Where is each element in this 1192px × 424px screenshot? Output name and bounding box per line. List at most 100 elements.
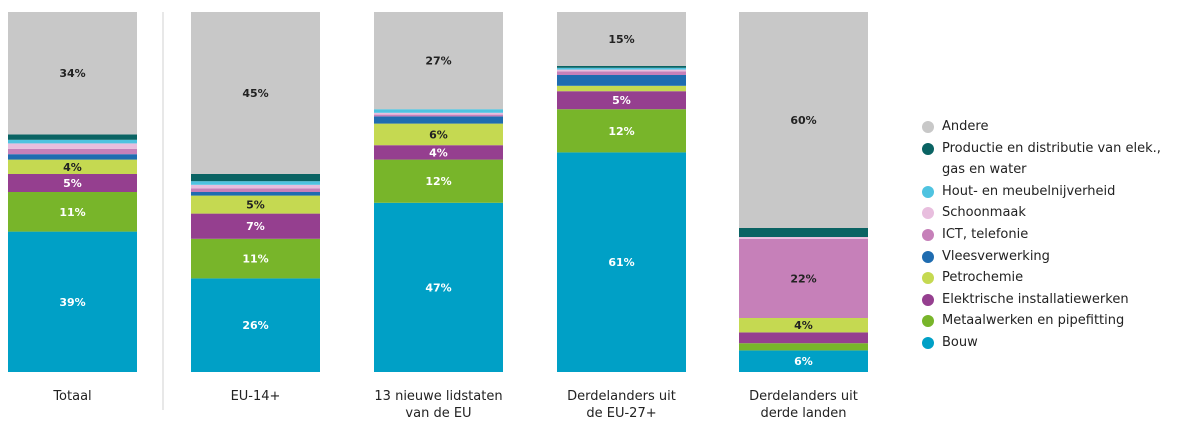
bar-segment <box>191 278 320 372</box>
bar-segment <box>374 123 503 146</box>
legend-marker <box>922 185 934 198</box>
bar-segment <box>8 143 137 149</box>
legend-marker <box>922 121 934 133</box>
legend-item: Petrochemie <box>920 267 1192 289</box>
bar-segment <box>191 174 320 182</box>
x-tick-label: EU-14+ <box>230 389 281 404</box>
bar-segment <box>557 12 686 66</box>
data-label: 22% <box>790 272 816 285</box>
legend-marker <box>922 250 934 263</box>
bar-segment <box>557 69 686 72</box>
data-label: 5% <box>612 94 631 107</box>
data-label: 27% <box>425 55 451 68</box>
legend-item: Andere <box>920 116 1192 138</box>
bar-segment <box>557 91 686 110</box>
data-label: 47% <box>425 281 451 294</box>
legend-marker <box>922 336 934 349</box>
legend-label: Metaalwerken en pipefitting <box>942 313 1125 329</box>
data-label: 5% <box>246 199 265 212</box>
data-label: 11% <box>59 206 85 219</box>
data-label: 4% <box>794 319 813 332</box>
bar-segment <box>8 174 137 192</box>
data-label: 12% <box>608 125 634 138</box>
data-label: 4% <box>63 161 82 174</box>
data-label: 6% <box>429 128 448 141</box>
bar-segment <box>557 109 686 153</box>
bar-segment <box>374 109 503 113</box>
x-tick-label: 13 nieuwe lidstaten van de EU <box>374 389 503 421</box>
x-tick-label: Derdelanders uit derde landen <box>749 389 858 421</box>
legend-item: Metaalwerken en pipefitting <box>920 310 1192 332</box>
legend-marker <box>922 293 934 306</box>
data-label: 39% <box>59 296 85 309</box>
legend-item: Vleesverwerking <box>920 246 1192 268</box>
bar-segment <box>557 67 686 70</box>
bar-segment <box>191 213 320 239</box>
bar-segment <box>739 318 868 333</box>
data-label: 15% <box>608 33 634 46</box>
legend-marker <box>922 207 934 220</box>
legend-label: Bouw <box>942 334 978 350</box>
legend-item: ICT, telefonie <box>920 224 1192 246</box>
bar-segment <box>8 154 137 160</box>
data-label: 4% <box>429 146 448 159</box>
data-label: 34% <box>59 67 85 80</box>
data-label: 26% <box>242 319 268 332</box>
bar-segment <box>191 195 320 214</box>
legend: Andere Productie en distributie van elek.… <box>920 116 1192 354</box>
bar-segment <box>8 134 137 140</box>
bar-segment <box>374 202 503 372</box>
legend-label: Elektrische installatiewerken <box>942 291 1129 307</box>
bar-segment <box>557 66 686 68</box>
data-label: 12% <box>425 175 451 188</box>
bar-segment <box>8 139 137 144</box>
data-label: 45% <box>242 87 268 100</box>
bar-segment <box>374 116 503 124</box>
legend-marker <box>922 228 934 241</box>
bar-segment <box>8 159 137 174</box>
bar-segment <box>191 238 320 279</box>
bar-segment <box>739 332 868 344</box>
bar-segment <box>557 75 686 86</box>
bar-segment <box>191 181 320 185</box>
bar-segment <box>739 12 868 228</box>
bar-segment <box>191 184 320 189</box>
bar-segment <box>739 343 868 351</box>
bar-segment <box>739 237 868 239</box>
bar-segment <box>739 238 868 318</box>
data-label: 11% <box>242 253 268 266</box>
bar-segment <box>374 159 503 203</box>
legend-label: Andere <box>942 119 989 134</box>
legend-item: Schoonmaak <box>920 202 1192 224</box>
bar-segment <box>191 12 320 174</box>
data-label: 61% <box>608 256 634 269</box>
bar-segment <box>739 228 868 237</box>
legend-marker <box>922 315 934 328</box>
bar-segment <box>8 231 137 372</box>
bar-segment <box>557 152 686 372</box>
bar-segment <box>191 188 320 192</box>
bar-segment <box>374 114 503 117</box>
bar-segment <box>374 145 503 160</box>
data-label: 6% <box>794 355 813 368</box>
legend-item: Elektrische installatiewerken <box>920 289 1192 311</box>
legend-item: Bouw <box>920 332 1192 354</box>
legend-marker <box>922 142 934 155</box>
data-label: 5% <box>63 177 82 190</box>
legend-marker <box>922 272 934 285</box>
legend-label: Petrochemie <box>942 270 1024 286</box>
bar-segment <box>557 85 686 92</box>
legend-label: ICT, telefonie <box>942 226 1029 242</box>
bar-segment <box>557 71 686 75</box>
bar-segment <box>191 192 320 196</box>
bar-segment <box>374 112 503 115</box>
bar-segment <box>8 148 137 155</box>
legend-label: Hout- en meubelnijverheid <box>942 183 1116 199</box>
legend-item: Productie en distributie van elek., gas … <box>920 138 1192 181</box>
legend-label: Vleesverwerking <box>942 248 1050 264</box>
data-label: 60% <box>790 114 816 127</box>
legend-label: Schoonmaak <box>942 205 1026 221</box>
data-label: 7% <box>246 220 265 233</box>
